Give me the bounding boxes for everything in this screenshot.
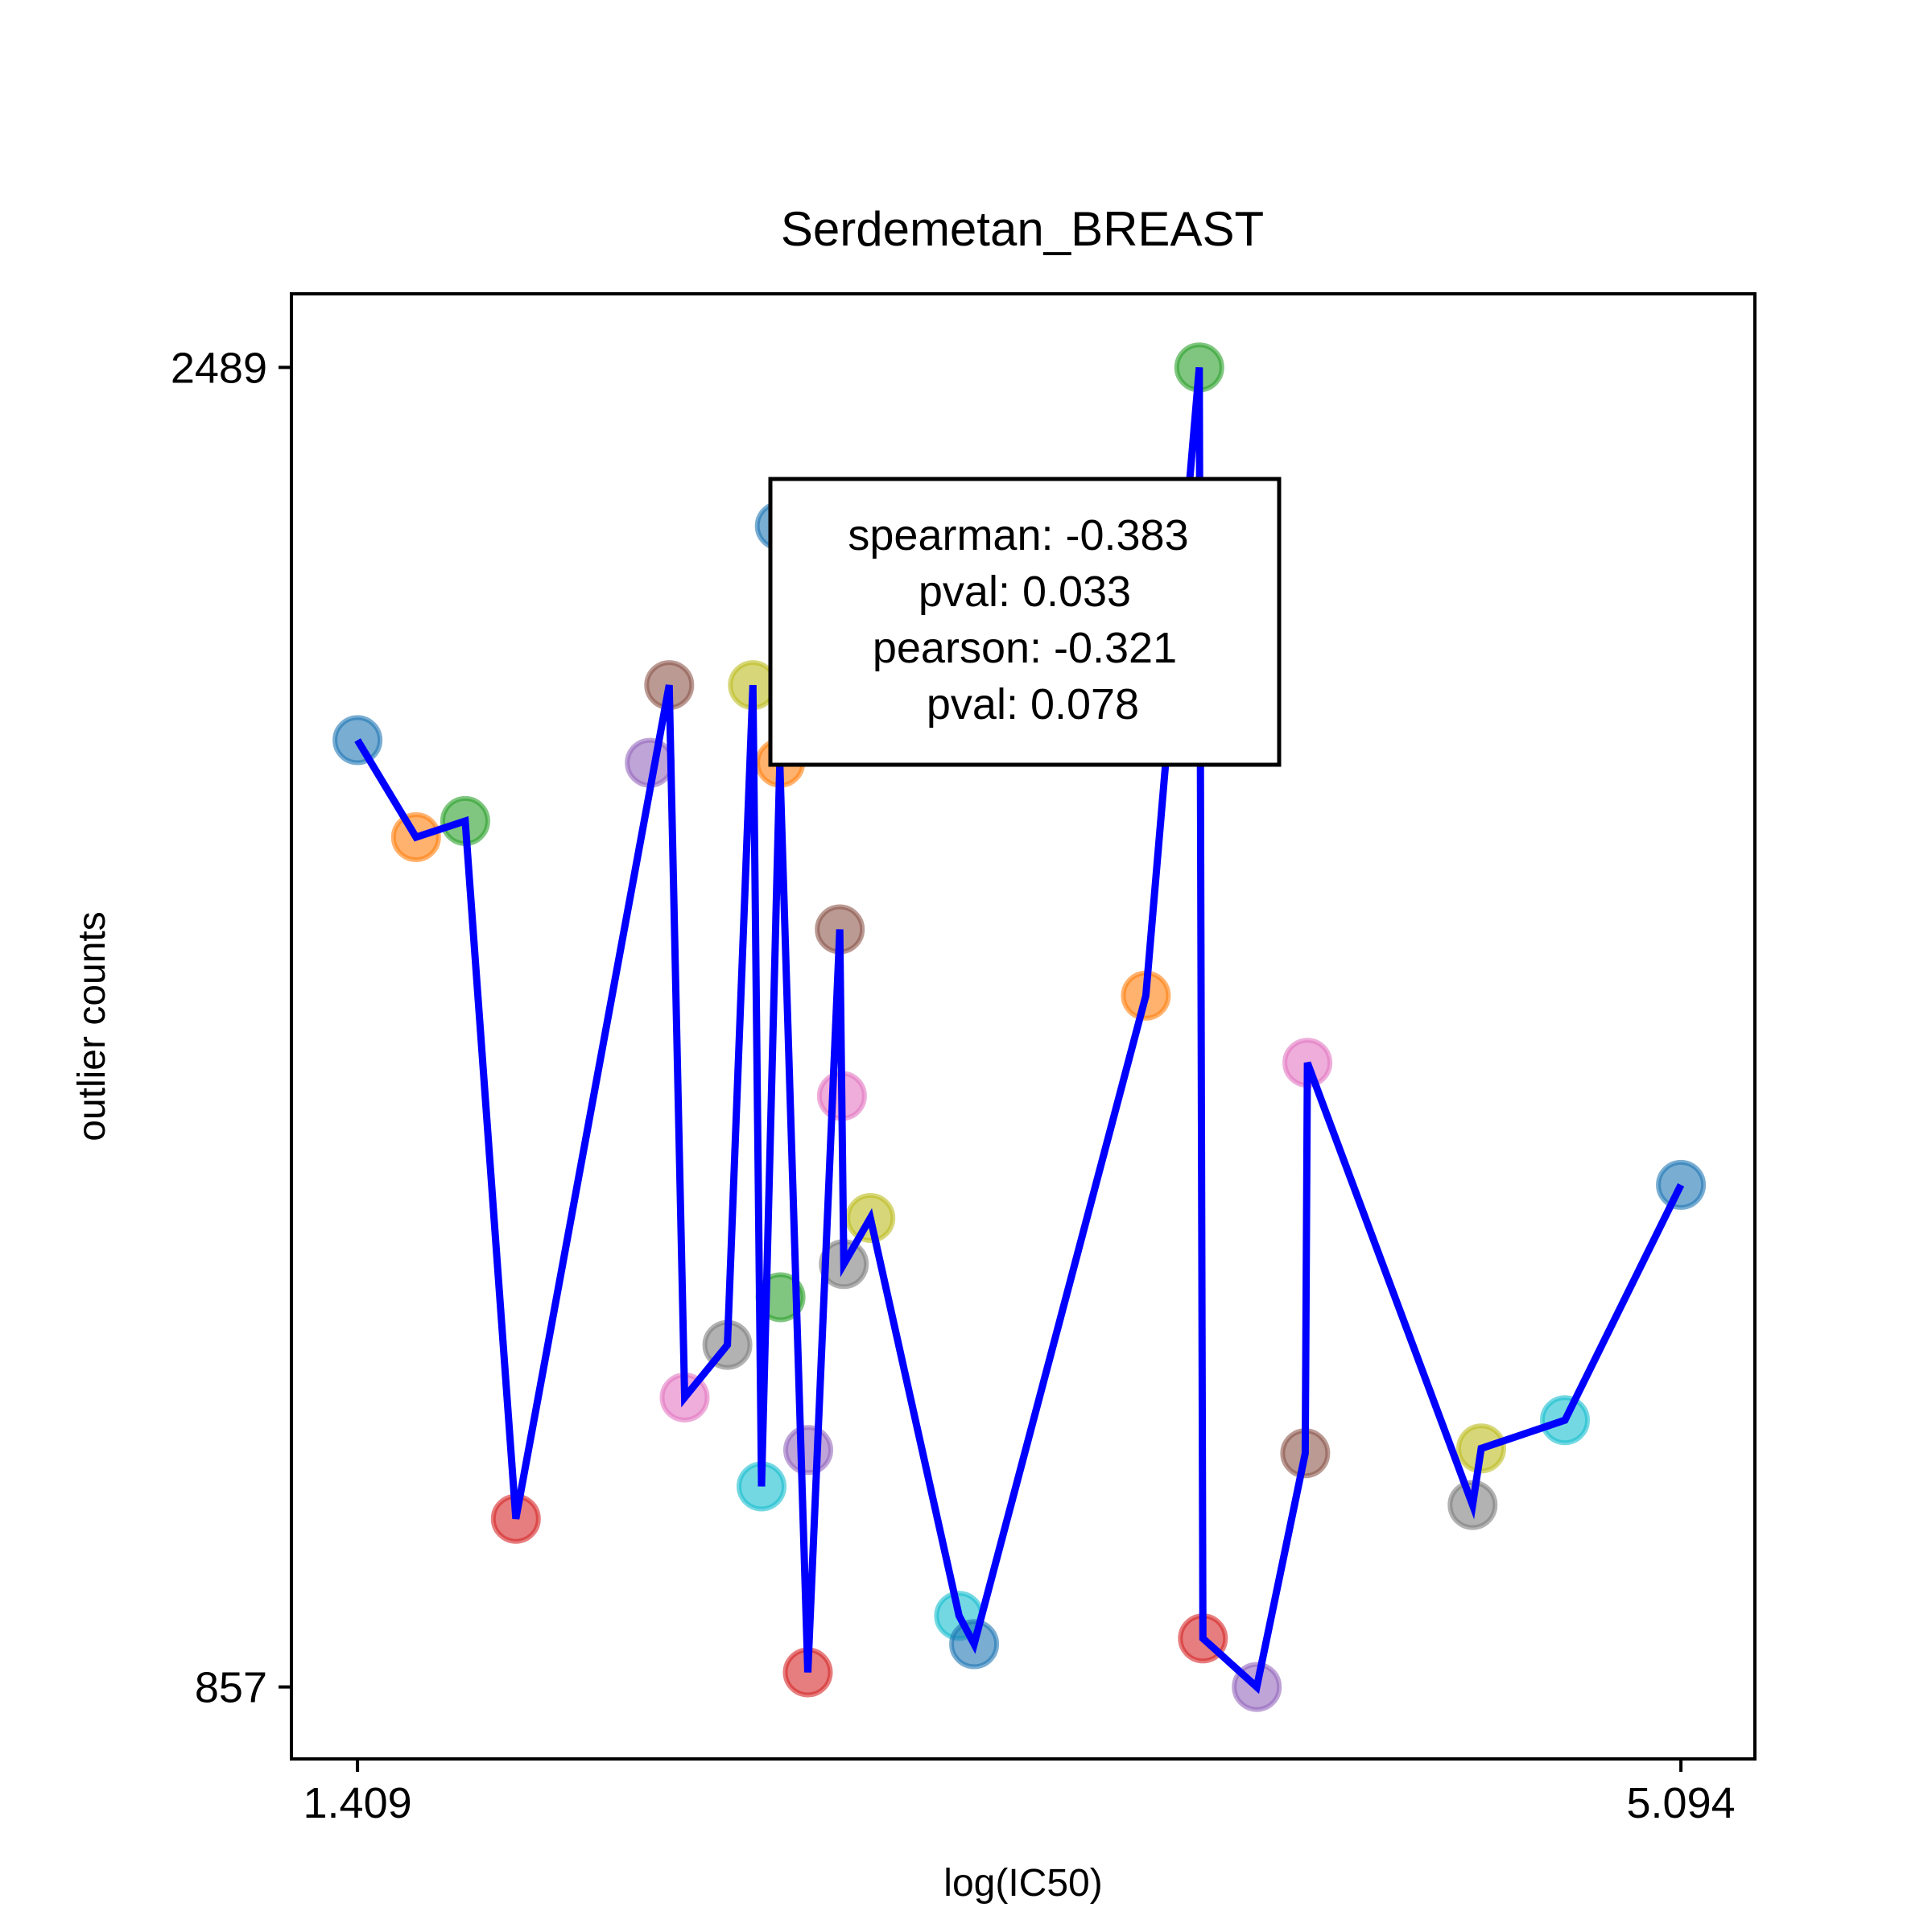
y-tick-label: 857 <box>195 1664 267 1712</box>
stats-pearson: pearson: -0.321 <box>873 624 1177 672</box>
data-point-14 <box>783 1425 833 1476</box>
y-axis-label: outlier counts <box>71 911 114 1141</box>
stats-box <box>768 477 1282 767</box>
series-line <box>354 367 1685 1695</box>
x-tick-label: 5.094 <box>1627 1779 1736 1827</box>
stats-spearman: spearman: -0.383 <box>848 511 1188 559</box>
x-tick-label: 1.409 <box>303 1779 412 1827</box>
plot-frame <box>290 292 1757 1761</box>
axis-ticks: 1.409 5.094 857 2489 <box>171 344 1736 1827</box>
x-axis-label: log(IC50) <box>943 1862 1102 1905</box>
y-tick-label: 2489 <box>171 344 267 392</box>
stats-pearson-pval: pval: 0.078 <box>927 680 1139 729</box>
stats-spearman-pval: pval: 0.033 <box>919 568 1131 616</box>
stats-annotation: spearman: -0.383 pval: 0.033 pearson: -0… <box>768 477 1282 767</box>
plot-marks <box>332 342 1707 1712</box>
chart-title: Serdemetan_BREAST <box>781 202 1264 256</box>
